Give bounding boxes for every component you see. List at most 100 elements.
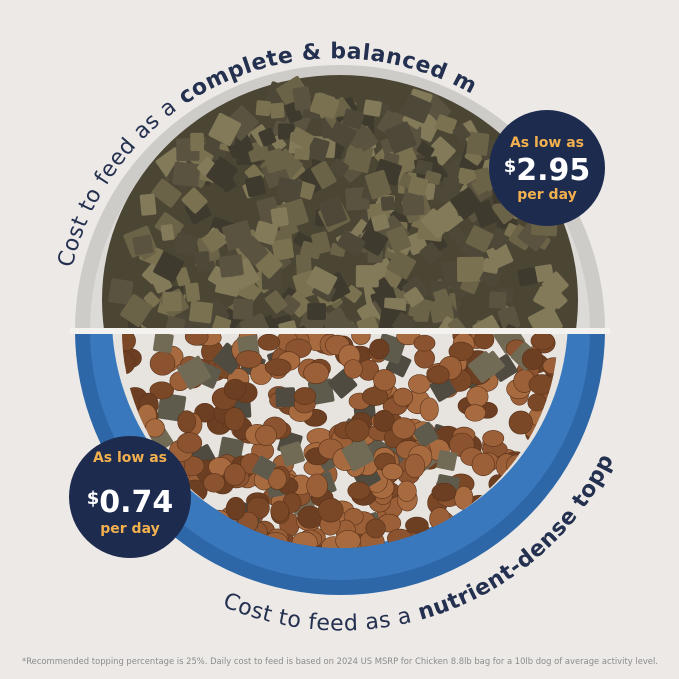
kibble	[355, 265, 379, 288]
kibble	[206, 156, 238, 189]
kibble	[265, 290, 288, 314]
kibble	[164, 315, 186, 329]
kibble	[185, 282, 201, 302]
kibble	[508, 410, 533, 435]
kibble	[343, 359, 363, 379]
badge-suffix: per day	[517, 187, 576, 203]
kibble	[257, 333, 281, 351]
badge-prefix: As low as	[93, 450, 167, 466]
kibble	[279, 294, 301, 316]
badge-price: $2.95	[504, 153, 591, 188]
kibble	[120, 294, 153, 328]
kibble	[527, 305, 563, 329]
top-badge: As low as $2.95 per day	[489, 110, 605, 226]
kibble	[413, 334, 436, 352]
badge-currency: $	[87, 488, 100, 509]
kibble	[464, 404, 486, 422]
kibble	[270, 500, 290, 522]
kibble	[289, 126, 315, 150]
kibble	[397, 480, 417, 502]
kibble	[335, 530, 361, 548]
kibble	[279, 441, 305, 467]
kibble	[369, 338, 390, 360]
kibble	[450, 187, 483, 220]
badge-prefix: As low as	[510, 135, 584, 151]
kibble	[303, 362, 329, 385]
kibble	[392, 312, 416, 329]
kibble	[184, 333, 209, 346]
kibble	[381, 463, 403, 481]
kibble	[330, 158, 350, 177]
kibble	[482, 258, 500, 274]
kibble	[391, 417, 416, 440]
kibble	[151, 178, 182, 208]
kibble	[373, 409, 395, 432]
kibble	[190, 132, 205, 152]
kibble	[472, 315, 504, 329]
kibble	[143, 291, 160, 308]
kibble	[424, 170, 442, 185]
kibble	[447, 317, 466, 329]
kibble	[108, 283, 132, 303]
footnote: *Recommended topping percentage is 25%. …	[22, 656, 658, 666]
kibble	[176, 432, 203, 454]
kibble	[318, 196, 348, 227]
kibble	[153, 333, 174, 354]
kibble	[218, 254, 244, 278]
kibble	[390, 111, 407, 126]
kibble	[339, 318, 358, 329]
badge-amount: 0.74	[99, 485, 173, 520]
kibble	[448, 226, 466, 245]
kibble	[232, 298, 254, 320]
kibble	[162, 291, 182, 312]
kibble	[356, 316, 380, 329]
kibble	[263, 148, 287, 174]
kibble	[177, 410, 197, 433]
kibble	[408, 374, 431, 394]
kibble	[364, 169, 392, 200]
kibble	[530, 333, 555, 350]
kibble	[466, 386, 489, 408]
kibble	[258, 127, 277, 147]
kibble	[294, 148, 310, 161]
kibble	[386, 250, 417, 280]
kibble	[278, 320, 299, 329]
kibble	[358, 226, 389, 256]
kibble	[225, 496, 246, 521]
kibble	[541, 271, 569, 299]
kibble	[419, 242, 442, 265]
kibble	[189, 300, 213, 324]
kibble	[466, 131, 490, 156]
kibble	[517, 267, 538, 287]
kibble	[433, 288, 451, 307]
kibble	[160, 224, 175, 241]
kibble	[419, 397, 439, 422]
kibble	[275, 387, 296, 408]
kibble	[269, 102, 285, 119]
kibble	[317, 498, 344, 523]
bottom-badge: As low as $0.74 per day	[69, 436, 191, 558]
kibble	[342, 108, 365, 129]
kibble	[354, 128, 378, 152]
kibble	[149, 351, 176, 376]
kibble	[306, 266, 338, 295]
kibble	[298, 165, 326, 195]
kibble	[416, 141, 435, 159]
kibble	[420, 208, 451, 239]
kibble	[465, 225, 494, 253]
kibble	[306, 473, 328, 499]
kibble	[448, 341, 474, 362]
kibble	[442, 177, 460, 193]
kibble	[347, 481, 371, 500]
kibble	[275, 177, 303, 203]
kibble	[384, 121, 417, 154]
kibble	[149, 381, 174, 400]
kibble	[320, 307, 351, 329]
kibble	[341, 438, 375, 472]
kibble	[351, 333, 371, 345]
kibble	[214, 274, 241, 297]
kibble	[486, 227, 509, 250]
kibble	[533, 286, 562, 312]
kibble	[427, 365, 450, 385]
